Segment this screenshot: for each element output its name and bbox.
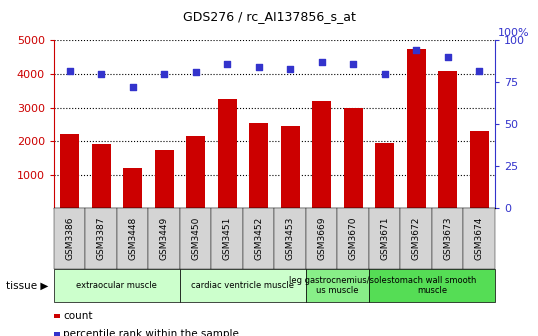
Text: GSM3448: GSM3448	[128, 217, 137, 260]
Text: leg gastrocnemius/sole
us muscle: leg gastrocnemius/sole us muscle	[288, 276, 386, 295]
Point	[349, 61, 357, 67]
Text: percentile rank within the sample: percentile rank within the sample	[63, 329, 239, 336]
Text: stomach wall smooth
muscle: stomach wall smooth muscle	[387, 276, 477, 295]
Text: count: count	[63, 311, 93, 321]
Text: GSM3674: GSM3674	[475, 217, 484, 260]
Bar	[470, 131, 489, 208]
Text: GSM3669: GSM3669	[317, 217, 326, 260]
Text: GSM3386: GSM3386	[65, 217, 74, 260]
Text: GDS276 / rc_AI137856_s_at: GDS276 / rc_AI137856_s_at	[182, 10, 356, 24]
Point	[443, 54, 452, 60]
Point	[254, 65, 263, 70]
Bar	[186, 136, 205, 208]
Point	[380, 71, 389, 77]
Text: GSM3672: GSM3672	[412, 217, 421, 260]
Bar	[407, 49, 426, 208]
Point	[412, 48, 421, 53]
Point	[192, 70, 200, 75]
Bar	[312, 101, 331, 208]
Text: GSM3449: GSM3449	[160, 217, 168, 260]
Text: GSM3453: GSM3453	[286, 217, 295, 260]
Bar	[344, 108, 363, 208]
Text: extraocular muscle: extraocular muscle	[76, 281, 157, 290]
Text: GSM3387: GSM3387	[96, 217, 105, 260]
Point	[97, 71, 105, 77]
Bar	[60, 134, 79, 208]
Text: cardiac ventricle muscle: cardiac ventricle muscle	[192, 281, 294, 290]
Bar	[438, 71, 457, 208]
Bar	[91, 144, 110, 208]
Text: GSM3673: GSM3673	[443, 217, 452, 260]
Text: tissue ▶: tissue ▶	[6, 281, 48, 291]
Text: GSM3451: GSM3451	[223, 217, 232, 260]
Text: GSM3671: GSM3671	[380, 217, 389, 260]
Text: GSM3452: GSM3452	[254, 217, 263, 260]
Point	[317, 59, 326, 65]
Text: 100%: 100%	[498, 28, 529, 38]
Point	[223, 61, 231, 67]
Text: GSM3450: GSM3450	[191, 217, 200, 260]
Point	[65, 68, 74, 73]
Text: GSM3670: GSM3670	[349, 217, 358, 260]
Bar	[249, 123, 268, 208]
Bar	[123, 168, 142, 208]
Point	[286, 66, 294, 72]
Bar	[218, 99, 237, 208]
Point	[160, 71, 168, 77]
Bar	[281, 126, 300, 208]
Bar	[375, 143, 394, 208]
Bar	[154, 150, 174, 208]
Point	[475, 68, 484, 73]
Point	[128, 85, 137, 90]
